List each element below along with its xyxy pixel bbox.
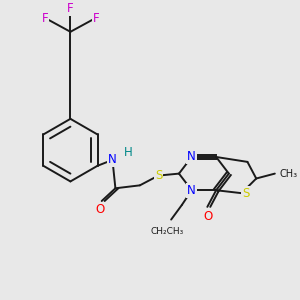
Text: S: S bbox=[155, 169, 162, 182]
Text: N: N bbox=[108, 153, 117, 167]
Text: N: N bbox=[187, 184, 196, 197]
Text: H: H bbox=[124, 146, 133, 159]
Text: F: F bbox=[67, 2, 74, 15]
Text: F: F bbox=[92, 12, 99, 25]
Text: O: O bbox=[95, 203, 104, 216]
Text: S: S bbox=[242, 187, 249, 200]
Text: F: F bbox=[42, 12, 48, 25]
Text: N: N bbox=[187, 151, 196, 164]
Text: O: O bbox=[204, 210, 213, 223]
Text: CH₂CH₃: CH₂CH₃ bbox=[151, 227, 184, 236]
Text: CH₃: CH₃ bbox=[280, 169, 298, 178]
